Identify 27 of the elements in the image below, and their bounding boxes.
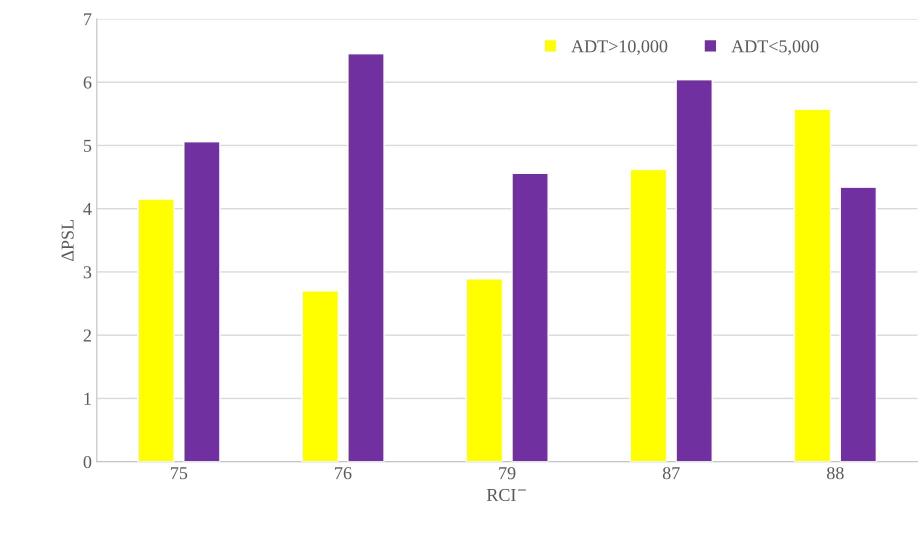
y-tick-label: 0 [84,456,92,468]
bar [137,198,175,462]
x-tick-label: 76 [335,467,352,480]
bar [840,186,878,462]
x-axis-title: RCI$^{−}$ [486,488,526,502]
legend-label: ADT<5,000 [731,40,818,55]
bar [794,108,832,462]
x-tick-label: 87 [662,467,680,480]
bar [301,290,339,462]
x-tick-label: 75 [171,467,188,480]
legend-label: ADT>10,000 [571,40,668,55]
y-axis-title: ΔPSL [62,220,74,261]
bar [629,168,667,462]
y-tick-label: 3 [84,266,92,278]
y-tick-label: 1 [84,392,91,405]
bar [511,172,549,462]
y-tick-label: 2 [84,329,91,342]
x-tick-label: 79 [499,467,516,480]
bar [183,140,221,462]
bar [675,78,713,462]
x-tick-label: 88 [826,467,844,480]
y-tick-label: 4 [83,203,92,215]
bar [465,278,503,462]
bar [347,52,385,462]
y-tick-label: 6 [84,76,92,89]
y-tick-label: 7 [84,13,92,26]
y-tick-label: 5 [84,140,92,152]
